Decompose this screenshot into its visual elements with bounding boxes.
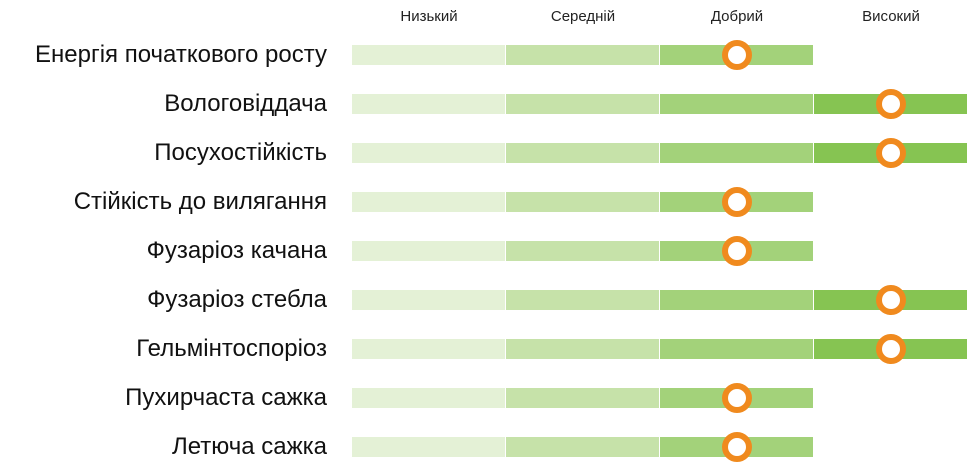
row-label: Вологовіддача: [164, 90, 327, 117]
row-label: Фузаріоз качана: [146, 237, 327, 264]
row-label: Стійкість до вилягання: [73, 188, 327, 215]
rating-marker: [722, 383, 752, 413]
rating-row: Енергія початкового росту: [0, 40, 979, 70]
rating-segment: [352, 241, 505, 261]
rating-segment: [352, 339, 505, 359]
rating-segment: [506, 143, 659, 163]
rating-segment: [352, 290, 505, 310]
rating-segment: [506, 290, 659, 310]
rating-row: Вологовіддача: [0, 89, 979, 119]
rating-marker: [876, 89, 906, 119]
rating-row: Летюча сажка: [0, 432, 979, 462]
rating-segment: [352, 94, 505, 114]
rating-segment: [660, 339, 813, 359]
rating-segment: [352, 45, 505, 65]
rating-marker: [876, 138, 906, 168]
rating-segment: [506, 45, 659, 65]
row-label: Пухирчаста сажка: [125, 384, 327, 411]
rating-row: Пухирчаста сажка: [0, 383, 979, 413]
rating-segment: [352, 143, 505, 163]
rating-row: Посухостійкість: [0, 138, 979, 168]
row-label: Гельмінтоспоріоз: [136, 335, 327, 362]
rating-marker: [722, 40, 752, 70]
rating-marker: [876, 285, 906, 315]
level-label: Добрий: [710, 8, 764, 25]
rating-segment: [506, 192, 659, 212]
rating-row: Фузаріоз стебла: [0, 285, 979, 315]
level-label: Низький: [400, 8, 458, 25]
rating-segment: [352, 192, 505, 212]
rating-marker: [722, 432, 752, 462]
rating-row: Стійкість до вилягання: [0, 187, 979, 217]
rating-segment: [506, 339, 659, 359]
rating-segment: [660, 143, 813, 163]
rating-segment: [506, 388, 659, 408]
level-label: Високий: [862, 8, 920, 25]
rating-row: Гельмінтоспоріоз: [0, 334, 979, 364]
rating-marker: [722, 236, 752, 266]
row-label: Фузаріоз стебла: [147, 286, 327, 313]
row-label: Посухостійкість: [154, 139, 327, 166]
rating-marker: [722, 187, 752, 217]
row-label: Енергія початкового росту: [35, 41, 327, 68]
row-label: Летюча сажка: [171, 433, 327, 460]
rating-row: Фузаріоз качана: [0, 236, 979, 266]
rating-segment: [660, 94, 813, 114]
rating-segment: [660, 290, 813, 310]
rating-segment: [506, 94, 659, 114]
rating-segment: [506, 241, 659, 261]
level-label: Середній: [550, 8, 616, 25]
rating-segment: [352, 388, 505, 408]
rating-segment: [506, 437, 659, 457]
rating-marker: [876, 334, 906, 364]
rating-segment: [352, 437, 505, 457]
